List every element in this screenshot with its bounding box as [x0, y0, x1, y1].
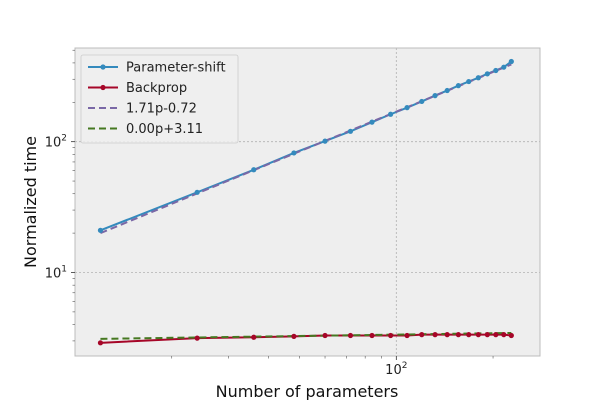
series-1-point-15 [484, 332, 490, 338]
series-0-point-8 [404, 105, 410, 111]
series-0-point-6 [369, 119, 375, 125]
series-1-point-18 [508, 332, 514, 339]
series-1-point-12 [455, 332, 461, 338]
legend: Parameter-shift Backprop 1.71p-0.72 0.00p+3… [80, 54, 239, 144]
legend-box [80, 54, 239, 144]
series-1-point-5 [347, 332, 354, 339]
legend-label-2: 1.71p-0.72 [126, 102, 197, 117]
legend-marker-1 [100, 84, 106, 91]
series-1-point-17 [501, 332, 507, 338]
series-0-point-7 [388, 111, 394, 117]
series-1-point-7 [388, 332, 394, 339]
series-0-point-2 [251, 167, 257, 173]
series-0-point-4 [322, 138, 328, 144]
series-0-point-13 [466, 78, 472, 85]
x-axis-label: Number of parameters [216, 382, 399, 400]
series-0-point-12 [455, 83, 461, 89]
series-1-point-0 [97, 340, 104, 346]
series-1-point-8 [404, 332, 410, 339]
series-0-point-9 [419, 98, 425, 105]
series-0-point-15 [484, 71, 490, 77]
series-0-point-3 [291, 150, 297, 156]
series-1-point-10 [432, 332, 438, 338]
series-0-point-5 [347, 128, 354, 134]
series-0-point-1 [194, 189, 200, 195]
legend-label-0: Parameter-shift [126, 61, 226, 76]
series-1-point-16 [493, 332, 499, 338]
series-0-point-14 [475, 75, 481, 81]
series-1-point-3 [291, 333, 297, 339]
series-1-point-6 [369, 332, 375, 339]
legend-items: Parameter-shift Backprop 1.71p-0.72 0.00p+3… [88, 61, 226, 137]
plot-frame [74, 47, 541, 357]
y-axis-label: Normalized time [21, 136, 40, 268]
series-0-point-0 [97, 227, 104, 233]
series-1-point-11 [444, 332, 450, 338]
series-line-3 [100, 331, 512, 340]
series-markers [97, 58, 514, 346]
series-line-2 [100, 63, 512, 235]
legend-label-1: Backprop [126, 81, 187, 96]
series-1-point-2 [251, 334, 257, 340]
series-0-point-16 [493, 67, 499, 74]
series-1-point-9 [419, 332, 425, 338]
series-0-point-11 [444, 87, 450, 94]
series-1-point-14 [475, 332, 481, 338]
axes-spines [74, 47, 541, 357]
legend-label-3: 0.00p+3.11 [126, 122, 203, 137]
series-0-point-10 [432, 93, 438, 99]
legend-marker-0 [100, 64, 106, 70]
y-tick-label-1: 102 [45, 134, 67, 151]
series-1-point-13 [466, 332, 472, 338]
series-1-point-1 [194, 335, 200, 341]
series-0-point-17 [501, 64, 507, 70]
y-tick-label-0: 101 [45, 264, 67, 281]
x-tick-label-0: 102 [385, 361, 407, 378]
series-1-point-4 [322, 332, 328, 339]
series-0-point-18 [508, 58, 514, 65]
